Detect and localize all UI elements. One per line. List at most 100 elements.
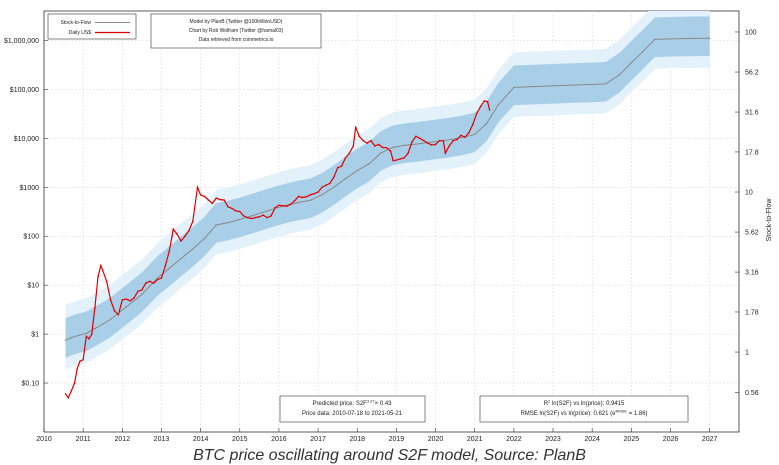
y-tick-label: $10,000 [14, 136, 39, 143]
price-point [227, 205, 229, 208]
price-point [354, 126, 357, 128]
price-point [430, 144, 433, 146]
y2-tick-label: 10 [745, 190, 753, 197]
price-point [389, 150, 392, 152]
y2-tick-label: 56.2 [745, 70, 759, 77]
price-point [145, 282, 147, 284]
s2f-point [180, 257, 182, 260]
price-point [184, 235, 186, 238]
rmse-text: RMSE ln(S2F) vs ln(price): 0.621 (eRMSE … [520, 409, 647, 418]
price-point [419, 137, 421, 140]
price-point [468, 131, 470, 134]
x-tick-label: 2023 [545, 436, 561, 443]
x-tick-label: 2018 [349, 436, 365, 443]
price-point [452, 139, 454, 142]
s2f-point [227, 221, 229, 224]
price-point [289, 203, 292, 206]
price-point [395, 159, 398, 161]
price-point [475, 112, 478, 115]
price-point [456, 138, 458, 141]
s2f-point [109, 318, 112, 321]
price-point [262, 214, 265, 216]
x-tick-label: 2020 [428, 436, 444, 443]
price-point [358, 135, 360, 138]
predicted-price-box: Predicted price: S2F3.27× 0.43 Price dat… [279, 395, 426, 423]
price-point [266, 216, 268, 219]
price-point [67, 396, 70, 399]
price-point [305, 195, 308, 198]
s2f-point [642, 50, 644, 53]
s2f-point [391, 146, 394, 149]
price-point [329, 182, 331, 185]
price-point [486, 100, 489, 103]
s2f-point [380, 152, 382, 154]
price-point [101, 269, 104, 272]
x-tick-label: 2015 [232, 436, 248, 443]
price-points [64, 100, 491, 399]
price-point [113, 309, 116, 312]
s2f-point [309, 199, 311, 202]
price-point [483, 100, 486, 102]
s2f-point [605, 83, 607, 85]
price-point [297, 195, 300, 198]
x-tick-label: 2021 [467, 436, 483, 443]
price-point [488, 109, 491, 111]
price-point [191, 220, 194, 223]
price-point [76, 367, 79, 370]
price-point [282, 204, 284, 207]
price-point [223, 199, 225, 201]
s2f-point [250, 215, 253, 217]
price-point [301, 196, 304, 199]
price-point [88, 338, 90, 340]
price-point [471, 123, 474, 126]
price-data-range: Price data: 2010-07-18 to 2021-05-21 [302, 411, 403, 417]
s2f-point [532, 85, 535, 88]
x-tick-label: 2017 [310, 436, 326, 443]
price-point [160, 277, 163, 279]
price-point [109, 299, 112, 301]
s2f-point [654, 38, 656, 41]
y-tick-label: $1 [31, 332, 39, 339]
x-tick-label: 2010 [36, 436, 52, 443]
price-point [399, 158, 402, 160]
price-point [90, 333, 93, 335]
s2f-point [708, 37, 711, 39]
price-point [313, 192, 315, 195]
price-point [460, 134, 462, 137]
s2f-point [94, 327, 96, 330]
s2f-point [64, 339, 67, 341]
price-point [407, 152, 409, 154]
price-point [344, 157, 347, 159]
s2f-point [133, 300, 135, 302]
s2f-point [215, 224, 217, 226]
s2f-point [485, 122, 488, 125]
price-point [148, 280, 151, 283]
predicted-price-text: Predicted price: S2F3.27× 0.43 [312, 399, 392, 408]
legend: Stock-to-Flow Daily US$ [47, 13, 137, 40]
y2-tick-label: 3.16 [745, 270, 759, 277]
price-point [180, 240, 182, 242]
y-tick-label: $0.10 [21, 381, 39, 388]
price-point [235, 210, 237, 212]
price-point [176, 233, 178, 236]
s2f-inner-band [65, 16, 710, 358]
price-point [219, 198, 221, 201]
price-point [211, 202, 214, 205]
price-point [172, 228, 175, 230]
stats-box: R2 ln(S2F) vs ln(price): 0.9415 RMSE ln(… [479, 395, 689, 423]
price-point [73, 382, 76, 384]
price-point [137, 290, 139, 293]
s2f-point [117, 312, 120, 314]
s2f-point [149, 285, 151, 287]
price-point [377, 143, 380, 146]
price-point [133, 297, 135, 299]
r-squared-text: R2 ln(S2F) vs ln(price): 0.9415 [544, 399, 625, 408]
price-point [370, 139, 372, 142]
s2f-point [333, 186, 335, 188]
x-tick-label: 2025 [624, 436, 640, 443]
s2f-point [571, 84, 574, 86]
price-point [258, 215, 261, 218]
price-point [448, 145, 451, 147]
price-point [317, 191, 319, 193]
price-point [199, 194, 202, 196]
